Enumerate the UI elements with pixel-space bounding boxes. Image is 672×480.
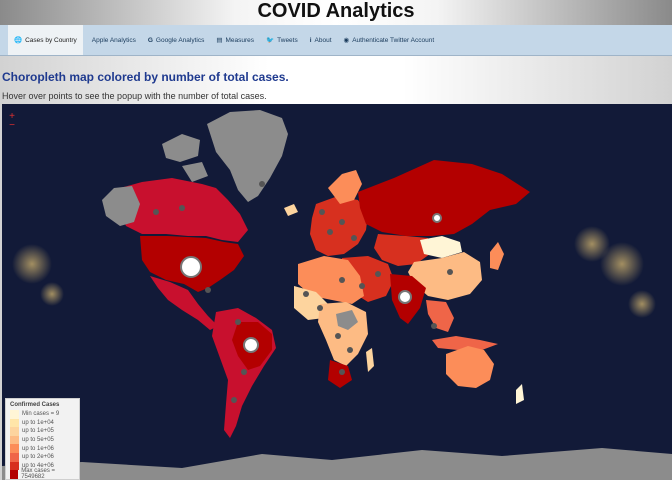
legend-swatch (10, 470, 19, 479)
alaska[interactable] (102, 186, 140, 226)
legend-item: up to 1e+06 (10, 444, 75, 453)
legend-label: up to 1e+04 (22, 419, 54, 426)
legend-item: up to 4e+06 (10, 461, 75, 471)
legend-swatch (10, 444, 19, 453)
africa-east[interactable] (336, 310, 358, 330)
globe-icon: 🌐 (14, 37, 23, 44)
china[interactable] (408, 252, 482, 300)
tab-about[interactable]: i About (304, 25, 338, 55)
tab-label: About (314, 36, 332, 44)
user-circle-icon: ◉ (343, 37, 350, 44)
tab-label: Apple Analytics (91, 36, 136, 44)
legend-title: Confirmed Cases (10, 402, 60, 408)
marker-russia (432, 213, 442, 223)
marker-brazil (243, 337, 259, 353)
tab-label: Cases by Country (25, 36, 77, 44)
tab-label: Tweets (277, 36, 298, 44)
legend-label: up to 2e+06 (22, 454, 54, 461)
legend-item: up to 1e+05 (10, 427, 75, 436)
tab-label: Google Analytics (155, 36, 205, 44)
legend-item: up to 5e+05 (10, 435, 75, 445)
map-legend: Confirmed Cases Min cases = 9 up to 1e+0… (5, 398, 80, 480)
document-icon: ▤ (216, 37, 223, 44)
legend-label: Min cases = 9 (22, 411, 60, 418)
tab-apple-analytics[interactable]: Apple Analytics (83, 25, 142, 55)
legend-item: Min cases = 9 (10, 410, 75, 419)
zoom-controls: + − (4, 112, 20, 132)
scandinavia[interactable] (328, 170, 362, 204)
zoom-out-button[interactable]: − (9, 120, 15, 131)
map-canvas (2, 104, 672, 480)
iceland[interactable] (284, 204, 298, 216)
tab-google-analytics[interactable]: G Google Analytics (142, 25, 210, 55)
city-lights (12, 226, 656, 318)
tab-label: Authenticate Twitter Account (352, 36, 435, 44)
zoom-in-button[interactable]: + (9, 111, 15, 122)
case-markers[interactable] (153, 181, 453, 403)
tab-tweets[interactable]: 🐦 Tweets (260, 25, 304, 55)
indonesia[interactable] (432, 336, 498, 350)
new-zealand[interactable] (516, 384, 524, 404)
marker-india (398, 290, 412, 304)
tab-measures[interactable]: ▤ Measures (210, 25, 260, 55)
legend-label: Max cases = 7549682 (21, 468, 56, 480)
antarctica[interactable] (2, 448, 672, 480)
app-title: COVID Analytics (257, 0, 415, 22)
page-heading: Choropleth map colored by number of tota… (2, 70, 289, 84)
twitter-icon: 🐦 (266, 37, 275, 44)
southeast-asia[interactable] (426, 300, 454, 332)
australia[interactable] (446, 346, 494, 388)
marker-usa (180, 256, 202, 278)
tab-label: Measures (225, 36, 255, 44)
app-header: COVID Analytics (0, 0, 672, 25)
legend-swatch (10, 435, 19, 445)
info-icon: i (309, 36, 312, 44)
top-nav: 🌐 Cases by Country Apple Analytics G Goo… (0, 25, 672, 56)
legend-item: up to 1e+04 (10, 418, 75, 428)
madagascar[interactable] (366, 348, 374, 372)
legend-swatch (10, 452, 19, 462)
arctic-islands[interactable] (162, 134, 208, 182)
tab-authenticate-twitter[interactable]: ◉ Authenticate Twitter Account (338, 25, 441, 55)
legend-item: up to 2e+06 (10, 452, 75, 462)
japan[interactable] (490, 242, 504, 270)
legend-label: up to 4e+06 (22, 462, 54, 469)
legend-item: Max cases = 7549682 (10, 468, 75, 480)
legend-swatch (10, 461, 19, 471)
legend-label: up to 5e+05 (22, 437, 54, 444)
russia[interactable] (358, 160, 530, 236)
legend-swatch (10, 427, 19, 436)
page-hint: Hover over points to see the popup with … (2, 91, 267, 101)
legend-swatch (10, 410, 19, 419)
mongolia[interactable] (420, 236, 462, 258)
tab-cases-by-country[interactable]: 🌐 Cases by Country (8, 25, 83, 55)
central-asia[interactable] (374, 234, 430, 266)
legend-label: up to 1e+06 (22, 445, 54, 452)
legend-swatch (10, 418, 19, 428)
legend-label: up to 1e+05 (22, 428, 54, 435)
google-icon: G (147, 36, 153, 44)
choropleth-map[interactable] (2, 104, 672, 480)
greenland[interactable] (207, 110, 288, 202)
mexico[interactable] (150, 276, 218, 330)
